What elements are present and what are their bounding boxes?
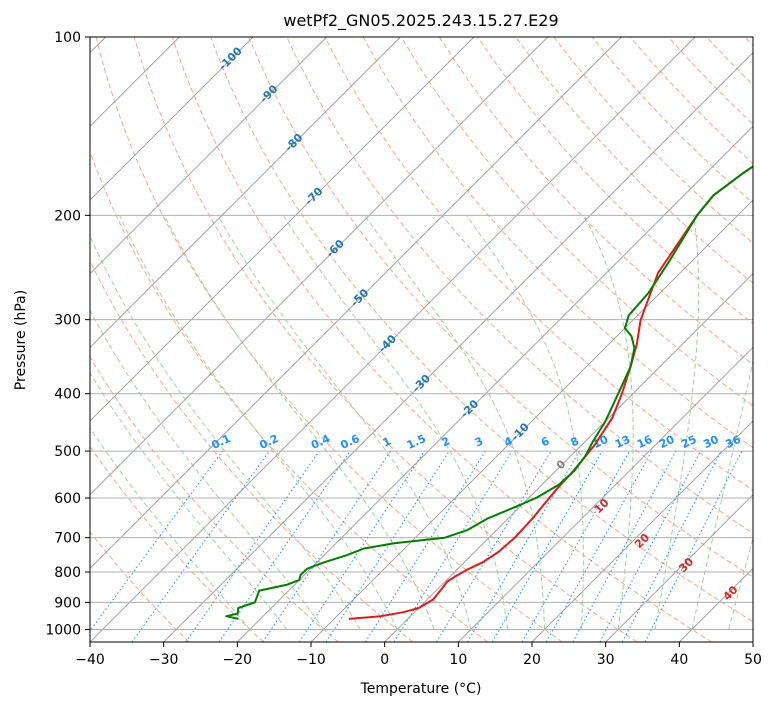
x-tick-label: −40 [75, 652, 105, 668]
y-tick-label: 100 [54, 30, 81, 46]
y-tick-label: 400 [54, 387, 81, 403]
dry-adiabat-line [400, 37, 753, 407]
mixing-ratio-label: 25 [679, 433, 698, 451]
isotherm-line [237, 125, 753, 642]
profile-line-1 [348, 165, 753, 620]
y-axis-label: Pressure (hPa) [13, 290, 29, 390]
x-tick-label: 20 [523, 652, 541, 668]
y-tick-label: 300 [54, 313, 81, 329]
isotherm-line [605, 494, 753, 642]
y-axis-ticks: 100 200 300 400 500 600 700 800 900 1000 [45, 30, 90, 638]
dry-adiabat-line [90, 445, 264, 642]
isotherm-line [384, 273, 753, 642]
x-tick-label: −30 [149, 652, 179, 668]
y-tick-label: 800 [54, 565, 81, 581]
x-tick-label: −10 [296, 652, 326, 668]
x-tick-label: 30 [597, 652, 615, 668]
y-tick-label: 1000 [45, 622, 81, 638]
mixing-ratio-label: 30 [701, 433, 721, 451]
mixing-ratio-line [325, 450, 450, 642]
y-tick-label: 600 [54, 491, 81, 507]
isotherm-line [531, 420, 753, 642]
dry-adiabat-line [133, 37, 638, 642]
mixing-ratio-line [521, 450, 630, 642]
mixing-ratio-label: 20 [657, 433, 677, 451]
chart-title: wetPf2_GN05.2025.243.15.27.E29 [283, 11, 558, 31]
mixing-ratio-line [545, 450, 653, 642]
x-axis-label: Temperature (°C) [360, 681, 482, 697]
x-tick-label: 10 [449, 652, 467, 668]
isotherm-line [90, 37, 548, 496]
dry-adiabat-line [324, 37, 753, 491]
plot-frame [89, 36, 754, 643]
dry-adiabat-line [90, 531, 190, 642]
mixing-ratio-label: 16 [635, 433, 655, 451]
mixing-ratio-line [572, 450, 677, 642]
isotherm-line [90, 37, 327, 275]
moist-adiabat-line [119, 215, 398, 630]
y-tick-label: 700 [54, 531, 81, 547]
y-tick-label: 500 [54, 444, 81, 460]
dry-adiabat-line [90, 356, 339, 642]
y-tick-label: 900 [54, 595, 81, 611]
isotherm-line [90, 37, 696, 642]
x-tick-label: 40 [670, 652, 688, 668]
x-axis-ticks: −40 −30 −20 −10 0 10 20 30 40 50 [75, 642, 762, 668]
isotherm-line [458, 346, 753, 642]
mixing-ratio-label: 36 [723, 433, 743, 451]
moist-adiabat-line [217, 215, 472, 630]
x-tick-label: 50 [744, 652, 762, 668]
dry-adiabat-line [95, 37, 563, 642]
profile-series [225, 165, 753, 620]
moist-adiabat-line [90, 309, 324, 630]
x-tick-label: 0 [380, 652, 389, 668]
mixing-ratio-line [185, 450, 320, 642]
profile-line-2 [225, 165, 753, 620]
isotherm-line [163, 52, 753, 642]
isotherm-line [90, 37, 622, 569]
mixing-ratio-line [491, 450, 603, 642]
mixing-ratio-line [435, 450, 552, 642]
mixing-ratio-line [364, 450, 486, 642]
dry-adiabat-line [515, 37, 753, 284]
dry-adiabat-line [171, 37, 712, 642]
y-tick-label: 200 [54, 208, 81, 224]
dry-adiabat-line [438, 37, 753, 366]
mixing-ratio-label: 13 [613, 433, 632, 451]
x-tick-label: −20 [223, 652, 253, 668]
mixing-ratio-line [218, 450, 351, 642]
isotherm-line [90, 37, 475, 422]
dry-adiabat-line [248, 37, 753, 578]
isotherm-line [90, 37, 401, 348]
isotherm-line [90, 37, 254, 201]
